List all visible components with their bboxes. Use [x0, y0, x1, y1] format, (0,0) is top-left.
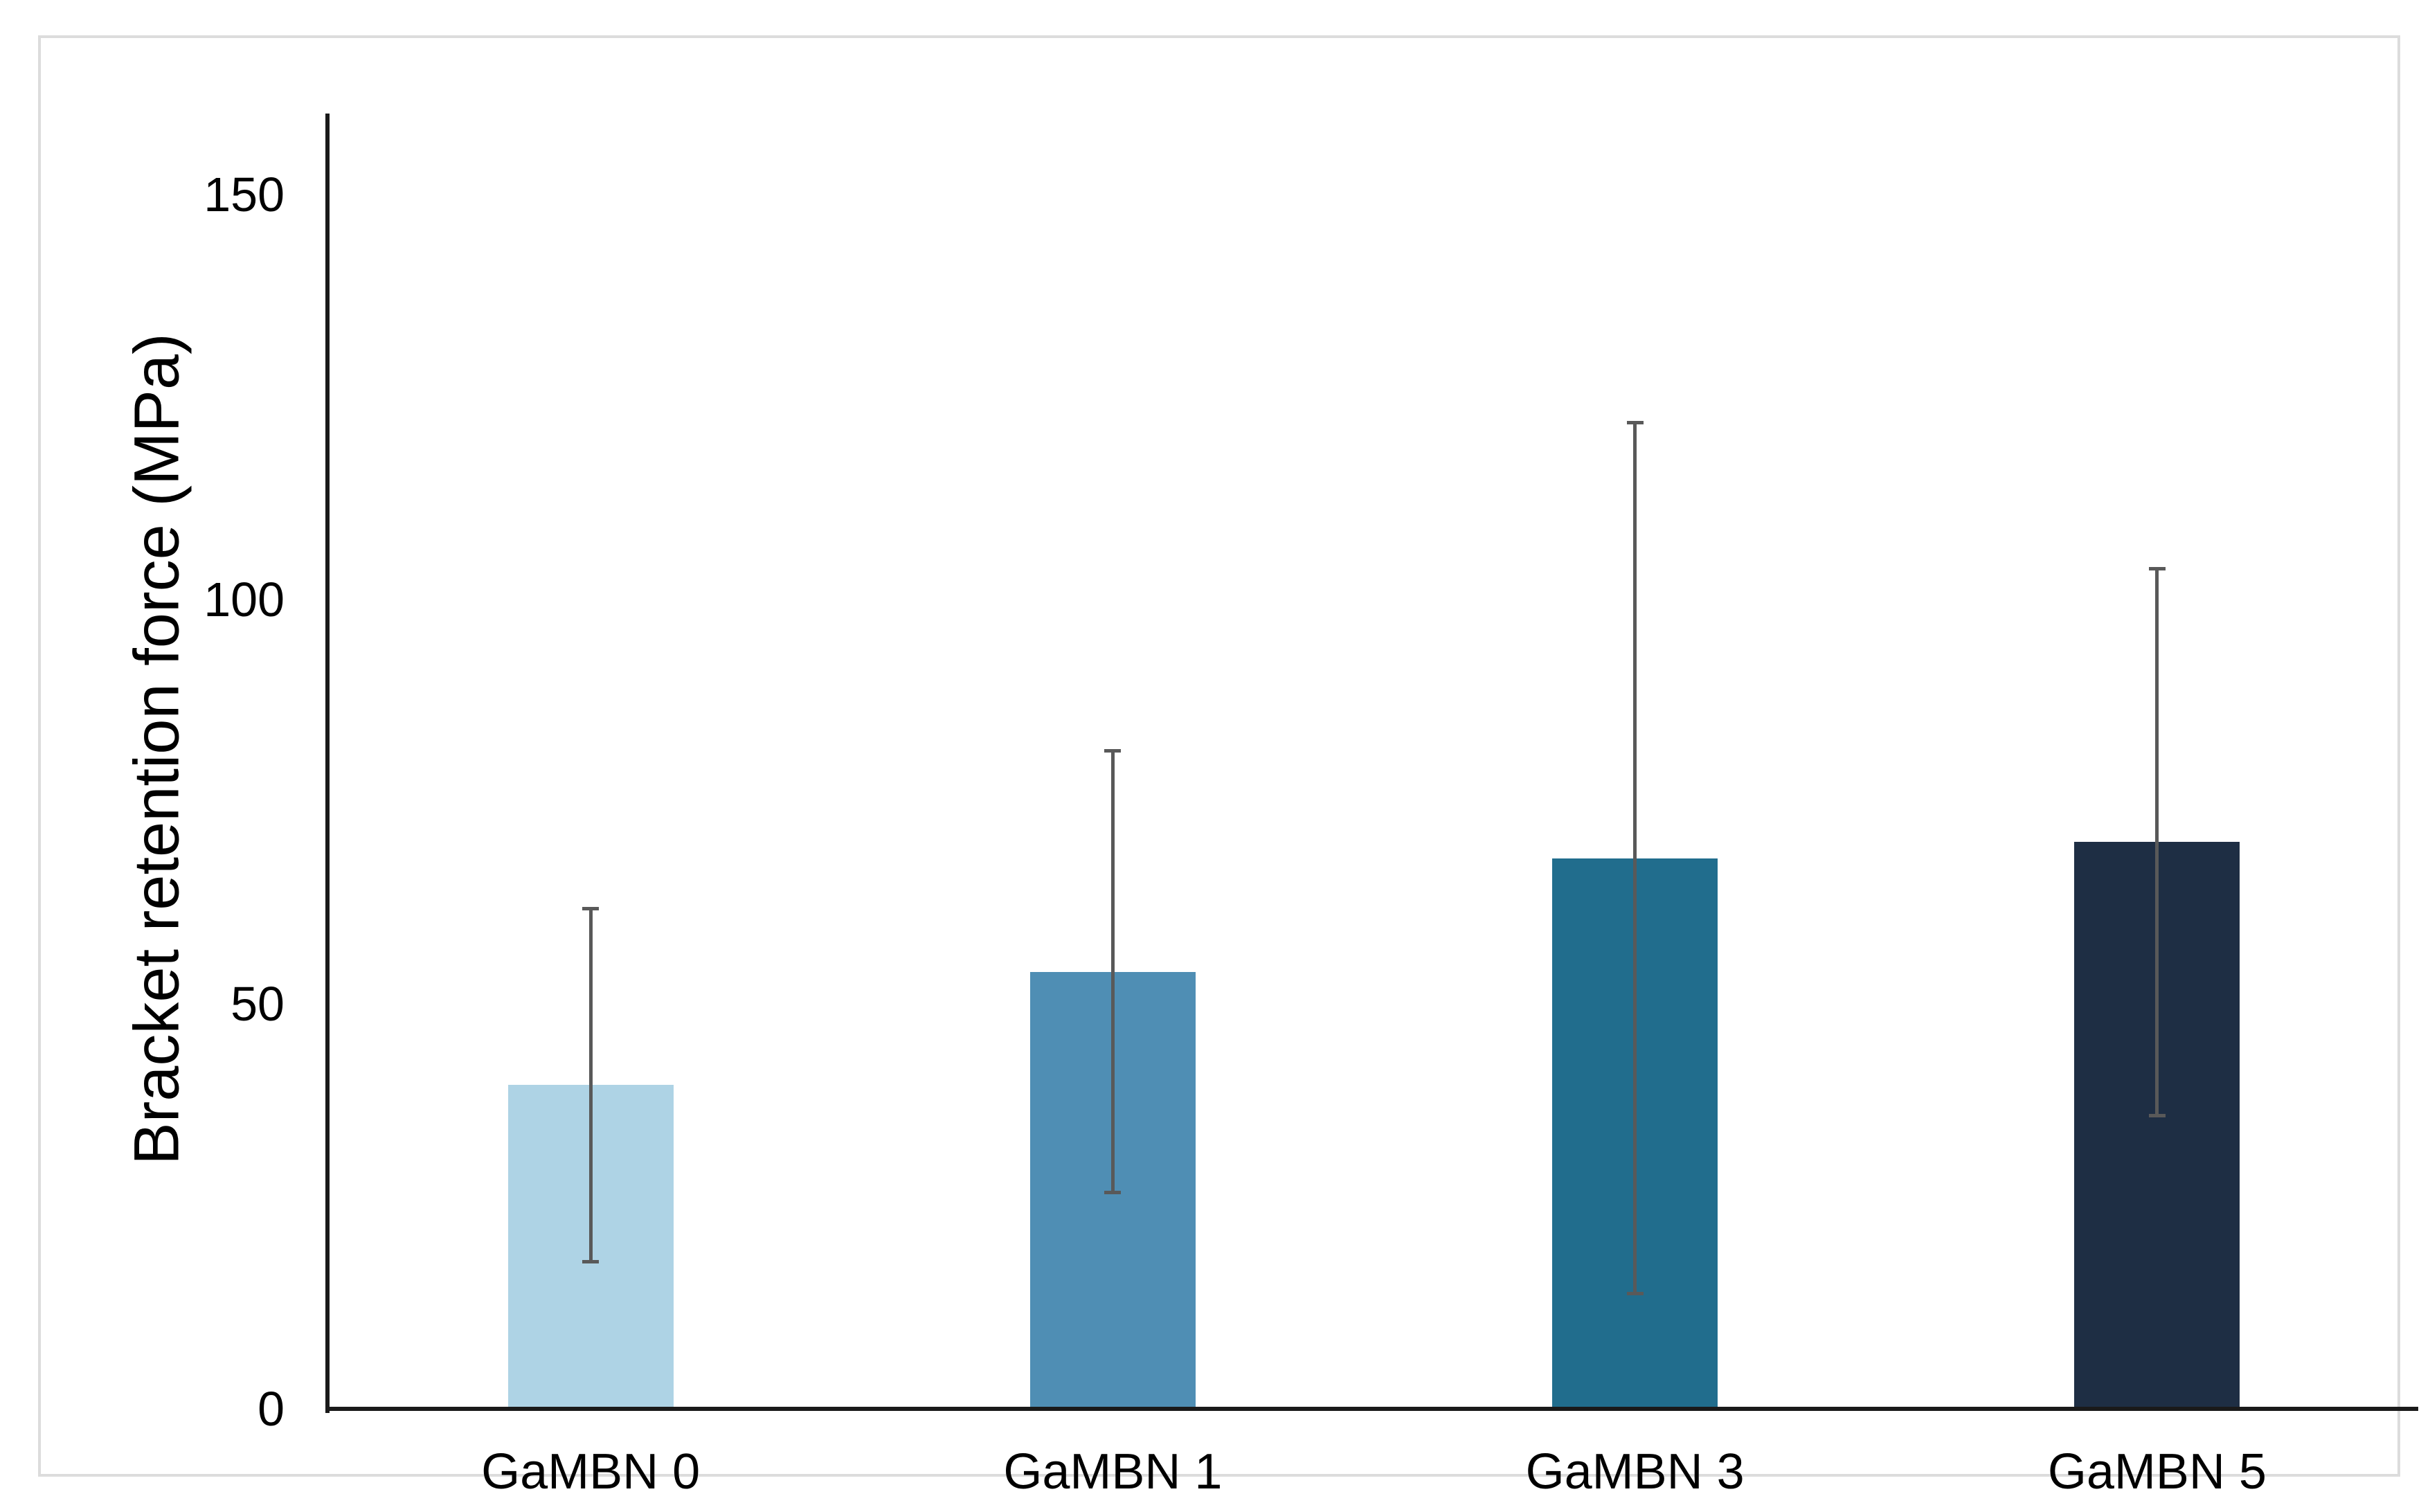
- error-bar-cap-bottom: [582, 1259, 600, 1263]
- error-bar-cap-top: [2148, 566, 2166, 570]
- error-bar-whisker: [1633, 421, 1637, 1296]
- y-tick-label: 100: [204, 572, 285, 627]
- category-label: GaMBN 1: [1003, 1444, 1223, 1500]
- category-label: GaMBN 3: [1525, 1444, 1745, 1500]
- error-bar-cap-top: [1626, 421, 1644, 425]
- error-bar-whisker: [588, 906, 593, 1263]
- error-bar-cap-top: [582, 906, 600, 910]
- y-tick-label: 150: [204, 167, 285, 222]
- error-bar-cap-bottom: [1626, 1292, 1644, 1296]
- y-axis-tick-labels: 0 50 100 150: [41, 114, 285, 1433]
- error-bar-whisker: [2155, 566, 2159, 1118]
- y-tick-label: 50: [231, 977, 285, 1032]
- category-label: GaMBN 5: [2047, 1444, 2267, 1500]
- error-bar-whisker: [1110, 748, 1115, 1195]
- category-label: GaMBN 0: [481, 1444, 701, 1500]
- error-bar-cap-bottom: [1104, 1191, 1122, 1195]
- error-bar-cap-top: [1104, 748, 1122, 753]
- x-axis-line: [325, 1407, 2418, 1411]
- chart-figure: Bracket retention force (MPa) 0 50 100 150 …: [38, 35, 2418, 1500]
- x-axis-category-labels: GaMBN 0 GaMBN 1 GaMBN 3 GaMBN 5: [330, 1444, 2418, 1500]
- plot-area: [325, 114, 2418, 1413]
- y-tick-label: 0: [258, 1382, 285, 1436]
- error-bar-cap-bottom: [2148, 1114, 2166, 1118]
- y-axis-line: [325, 114, 330, 1413]
